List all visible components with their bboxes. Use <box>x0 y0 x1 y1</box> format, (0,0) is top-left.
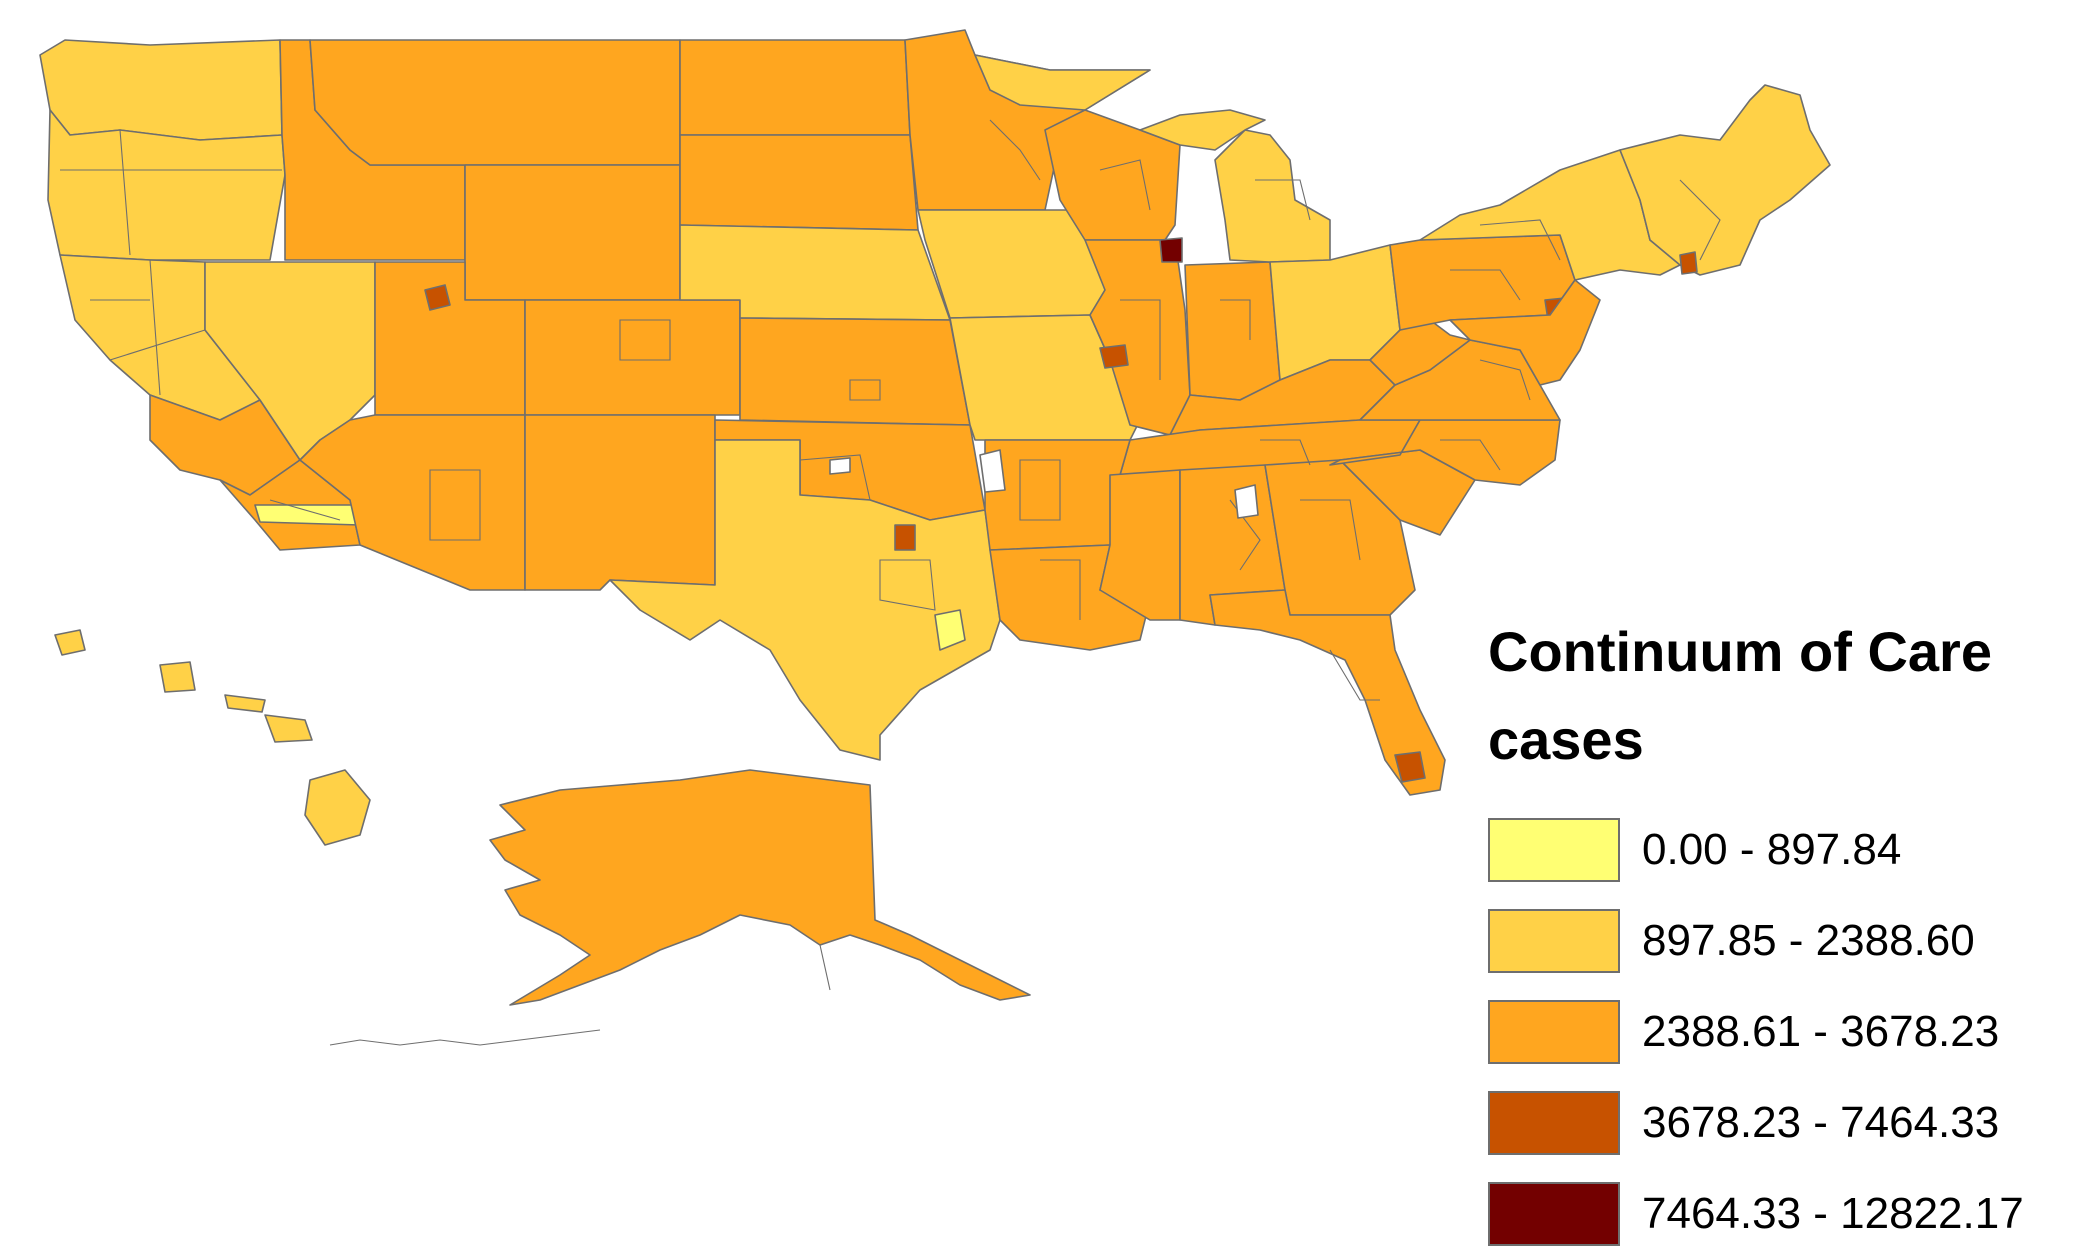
legend-label-2: 2388.61 - 3678.23 <box>1642 1006 2000 1056</box>
region-hawaii-maui <box>264 714 313 743</box>
legend-label-4: 7464.33 - 12822.17 <box>1642 1188 2024 1238</box>
legend-item-4: 7464.33 - 12822.17 <box>1488 1168 2088 1259</box>
region-illinois <box>1084 239 1191 436</box>
legend-label-0: 0.00 - 897.84 <box>1642 824 1902 874</box>
legend-swatch-3 <box>1488 1090 1620 1155</box>
legend-item-1: 897.85 - 2388.60 <box>1488 895 2088 986</box>
legend-label-1: 897.85 - 2388.60 <box>1642 915 1975 965</box>
region-wyoming <box>464 164 681 301</box>
legend-item-0: 0.00 - 897.84 <box>1488 804 2088 895</box>
region-hawaii-big-island <box>304 769 371 846</box>
region-dallas <box>894 524 916 551</box>
region-boston <box>1679 251 1698 275</box>
region-chicago <box>1159 237 1183 263</box>
contiguous-us <box>39 29 1831 796</box>
region-alaska <box>489 769 1031 1006</box>
sub-region-boundaries <box>60 119 1721 701</box>
alaska <box>329 769 1031 1046</box>
region-hawaii-molokai <box>224 694 266 713</box>
region-hawaii-kauai <box>54 629 86 656</box>
region-colorado <box>524 299 741 416</box>
region-mississippi <box>1099 469 1181 621</box>
region-north-carolina <box>1329 419 1561 486</box>
legend-item-2: 2388.61 - 3678.23 <box>1488 986 2088 1077</box>
region-wisconsin <box>1044 109 1181 241</box>
region-kansas <box>739 317 971 426</box>
region-florida <box>1209 589 1446 796</box>
legend: Continuum of Care cases 0.00 - 897.84 89… <box>1488 608 2088 1259</box>
legend-swatch-0 <box>1488 817 1620 882</box>
region-miami <box>1394 751 1426 783</box>
hawaii <box>54 629 371 846</box>
region-north-dakota <box>679 39 911 136</box>
region-new-england <box>1619 84 1831 276</box>
region-los-angeles <box>254 504 361 526</box>
region-montana <box>309 39 681 166</box>
region-no-data-texas <box>829 457 851 475</box>
region-hawaii-oahu <box>159 661 196 693</box>
legend-items: 0.00 - 897.84 897.85 - 2388.60 2388.61 -… <box>1488 804 2088 1259</box>
region-salt-lake <box>424 284 451 311</box>
region-south-dakota <box>679 134 919 231</box>
legend-title: Continuum of Care cases <box>1488 608 2088 784</box>
region-houston <box>934 609 966 651</box>
legend-item-3: 3678.23 - 7464.33 <box>1488 1077 2088 1168</box>
region-arizona <box>299 414 526 591</box>
region-indiana <box>1184 261 1281 401</box>
region-washington <box>39 39 283 141</box>
legend-label-3: 3678.23 - 7464.33 <box>1642 1097 2000 1147</box>
region-michigan-upper <box>1139 109 1266 151</box>
region-texas <box>609 439 1001 761</box>
region-no-data-oklahoma <box>979 449 1006 493</box>
region-arkansas <box>984 439 1131 551</box>
legend-title-line2: cases <box>1488 708 1644 771</box>
region-new-mexico <box>524 414 716 591</box>
legend-swatch-1 <box>1488 908 1620 973</box>
region-st-louis <box>1099 344 1129 369</box>
legend-swatch-2 <box>1488 999 1620 1064</box>
legend-title-line1: Continuum of Care <box>1488 620 1992 683</box>
region-no-data-alabama <box>1234 484 1259 519</box>
region-michigan-lower <box>1214 129 1331 263</box>
region-mid-atlantic <box>1449 279 1601 386</box>
legend-swatch-4 <box>1488 1181 1620 1246</box>
